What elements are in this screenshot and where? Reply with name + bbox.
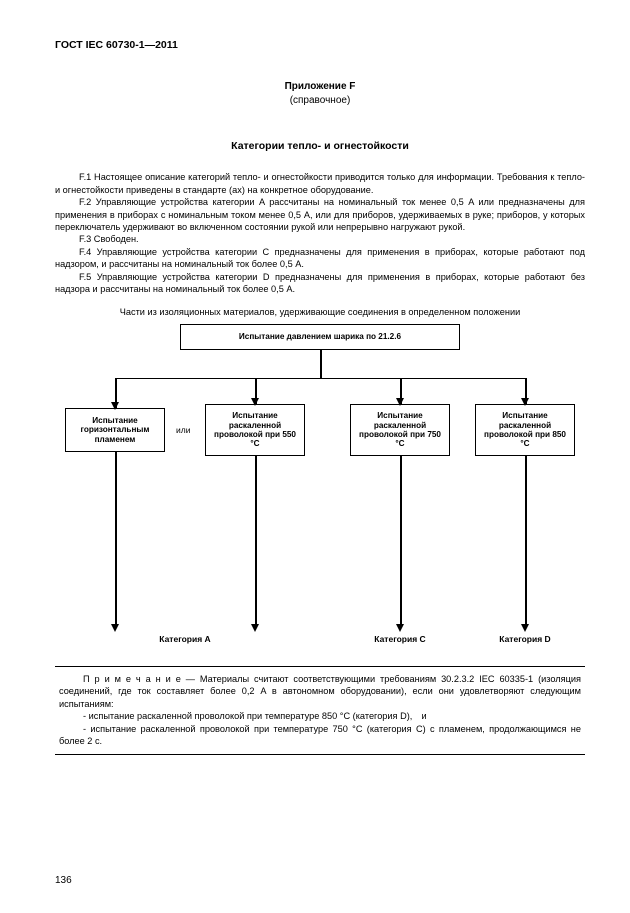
- connector-line: [320, 350, 322, 378]
- connector-line: [115, 452, 117, 624]
- appendix-label: Приложение F: [55, 80, 585, 94]
- note-item-1: - испытание раскаленной проволокой при т…: [59, 710, 581, 722]
- appendix-type: (справочное): [55, 94, 585, 108]
- connector-line: [400, 456, 402, 624]
- or-label: или: [176, 425, 190, 436]
- section-title: Категории тепло- и огнестойкости: [55, 139, 585, 153]
- paragraph-f2: F.2 Управляющие устройства категории A р…: [55, 196, 585, 233]
- arrow-down-icon: [396, 624, 404, 632]
- arrow-down-icon: [251, 624, 259, 632]
- note-item-2: - испытание раскаленной проволокой при т…: [59, 723, 581, 748]
- arrow-down-icon: [111, 624, 119, 632]
- arrow-down-icon: [111, 402, 119, 410]
- connector-line: [115, 378, 525, 380]
- category-c-label: Категория C: [355, 634, 445, 645]
- connector-line: [255, 456, 257, 624]
- arrow-down-icon: [396, 398, 404, 406]
- flow-box-wire-750: Испытание раскаленной проволокой при 750…: [350, 404, 450, 456]
- note-box: П р и м е ч а н и е — Материалы считают …: [55, 666, 585, 755]
- document-code: ГОСТ IEC 60730-1—2011: [55, 38, 585, 52]
- flow-box-horizontal-flame: Испытание горизонтальным пламенем: [65, 408, 165, 452]
- note-lead: П р и м е ч а н и е — Материалы считают …: [59, 673, 581, 710]
- diagram-caption: Части из изоляционных материалов, удержи…: [55, 306, 585, 318]
- arrow-down-icon: [251, 398, 259, 406]
- flow-box-wire-850: Испытание раскаленной проволокой при 850…: [475, 404, 575, 456]
- flow-top-box: Испытание давлением шарика по 21.2.6: [180, 324, 460, 350]
- arrow-down-icon: [521, 624, 529, 632]
- category-a-label: Категория A: [140, 634, 230, 645]
- paragraph-f5: F.5 Управляющие устройства категории D п…: [55, 271, 585, 296]
- connector-line: [525, 456, 527, 624]
- paragraph-f1: F.1 Настоящее описание категорий тепло- …: [55, 171, 585, 196]
- flow-box-wire-550: Испытание раскаленной проволокой при 550…: [205, 404, 305, 456]
- arrow-down-icon: [521, 398, 529, 406]
- paragraph-f3: F.3 Свободен.: [55, 233, 585, 245]
- flowchart: Испытание давлением шарика по 21.2.6 Испы…: [60, 324, 580, 654]
- page-number: 136: [55, 874, 72, 888]
- category-d-label: Категория D: [480, 634, 570, 645]
- paragraph-f4: F.4 Управляющие устройства категории C п…: [55, 246, 585, 271]
